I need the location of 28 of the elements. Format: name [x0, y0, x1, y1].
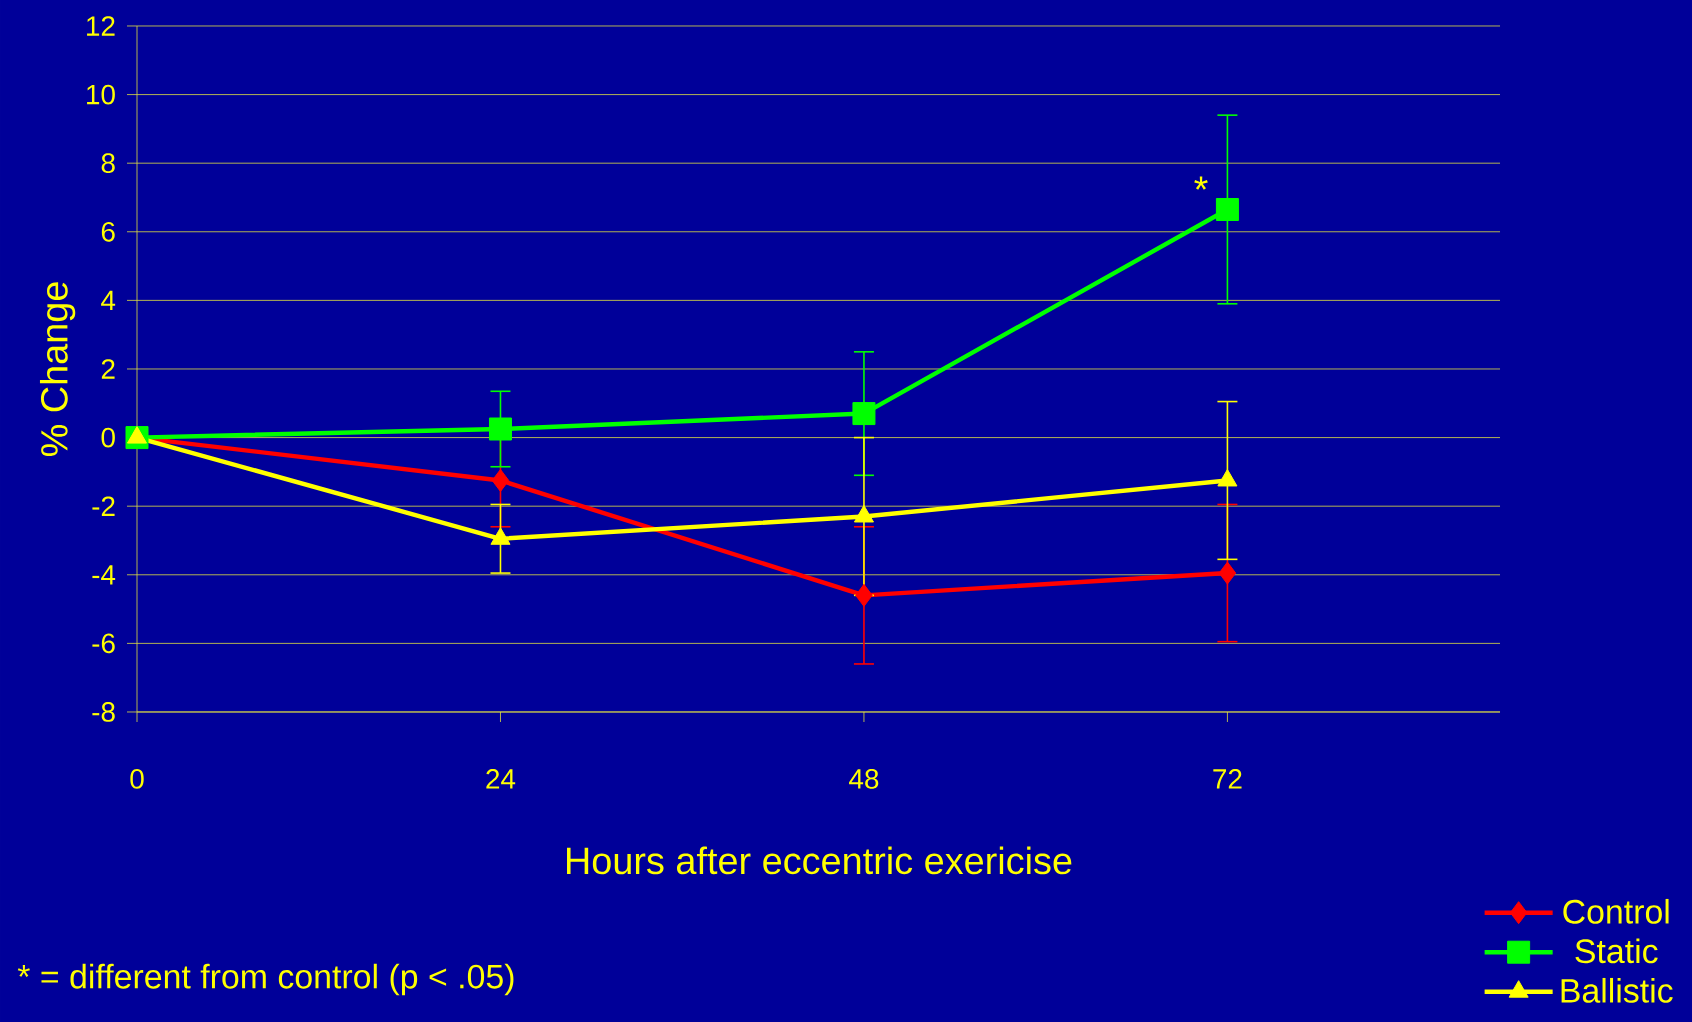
legend-label: Static: [1575, 938, 1658, 964]
point: [855, 583, 873, 607]
point: [491, 468, 510, 492]
y-axis-title: % Change: [39, 282, 76, 457]
y-tick-label: 10: [87, 84, 115, 105]
x-axis-title: Hours after eccentric exericise: [567, 846, 1072, 875]
point: [488, 417, 512, 441]
y-tick-label: -2: [92, 496, 115, 516]
point: [1215, 197, 1239, 221]
y-tick-label: 0: [101, 427, 115, 448]
legend-label: Ballistic: [1561, 977, 1673, 1003]
point: [1218, 561, 1237, 585]
x-tick-label: 0: [130, 769, 144, 789]
legend-label: Control: [1563, 898, 1669, 924]
x-tick-label: 24: [486, 769, 516, 789]
y-tick-label: -8: [92, 702, 115, 722]
y-tick-label: 2: [101, 359, 115, 379]
x-tick-label: 48: [849, 769, 879, 789]
y-tick-label: 8: [101, 153, 115, 174]
annotation: *: [1194, 176, 1208, 190]
y-tick-label: 12: [87, 16, 115, 36]
y-tick-label: 4: [101, 290, 116, 310]
point: [852, 402, 876, 426]
y-tick-label: -6: [92, 633, 115, 654]
text: * = different from control (p < .05): [17, 963, 514, 996]
x-tick-label: 72: [1213, 769, 1242, 789]
y-tick-label: -4: [92, 565, 116, 585]
y-tick-label: 6: [101, 221, 115, 242]
